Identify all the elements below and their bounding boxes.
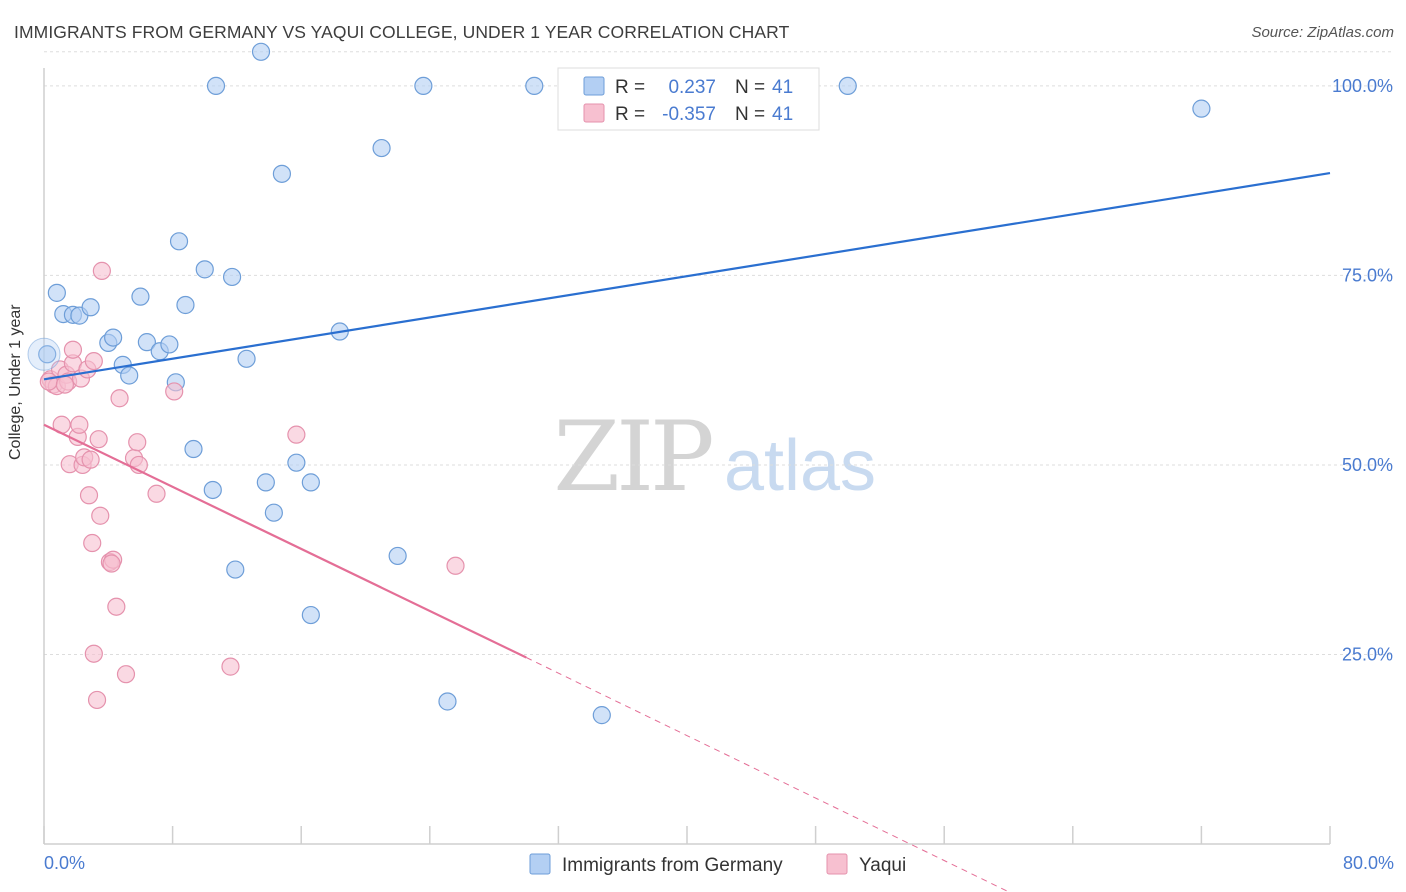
yaqui-point [287,425,306,444]
germany-point [525,76,544,96]
yaqui-point [55,375,74,394]
yaqui-point [92,261,111,280]
r-value: -0.357 [662,104,716,125]
yaqui-point [91,506,110,525]
chart-title: IMMIGRANTS FROM GERMANY VS YAQUI COLLEGE… [14,22,790,42]
germany-point [256,473,275,492]
germany-point [438,692,457,711]
germany-point [206,76,226,96]
yaqui-point [39,372,58,391]
yaqui-point [102,554,121,573]
germany-point [301,473,320,492]
legend-label: Yaqui [859,855,906,876]
yaqui-trendline [43,423,527,659]
germany-point [195,260,214,279]
legend-label: Immigrants from Germany [562,855,783,876]
y-tick-label: 75.0% [1342,265,1393,285]
y-tick-label: 25.0% [1342,644,1393,664]
germany-point [169,232,189,251]
watermark-zip: ZIP [553,401,712,513]
r-label: R = [615,77,645,98]
yaqui-point [84,351,103,371]
germany-point [838,76,857,96]
germany-point [184,439,203,459]
yaqui-point [87,690,107,710]
germany-point [160,335,179,354]
germany-point [264,503,283,522]
germany-point [237,349,256,368]
germany-point [272,164,292,183]
r-value: 0.237 [668,77,716,98]
yaqui-point [116,665,136,684]
y-tick-label: 100.0% [1332,76,1393,96]
yaqui-point [165,382,184,401]
yaqui-point [70,415,89,434]
yaqui-point [83,533,102,553]
stats-legend-swatch [583,76,605,96]
germany-point [592,706,611,725]
legend-swatch [529,853,551,875]
germany-trendline [43,171,1331,381]
germany-point [1192,99,1211,118]
germany-point-large [27,337,61,371]
r-label: R = [615,104,645,125]
x-tick-label: 0.0% [44,853,85,873]
germany-point [372,138,391,158]
germany-point [301,605,320,625]
yaqui-point [63,340,83,359]
yaqui-point [79,486,99,505]
germany-point [287,453,306,472]
germany-point [131,287,150,306]
germany-point [104,328,123,347]
yaqui-point [110,389,129,408]
stats-legend-swatch [583,103,605,123]
yaqui-point [107,597,126,616]
germany-point [203,480,222,500]
n-label: N = [735,77,765,98]
yaqui-point [446,556,465,575]
germany-point [38,345,57,364]
x-tick-label: 80.0% [1343,853,1394,873]
germany-point [222,267,242,287]
germany-point [388,546,407,566]
germany-point [47,283,66,302]
germany-point [137,333,156,352]
yaqui-point [128,433,147,452]
germany-point [81,298,100,317]
germany-point [251,42,271,61]
germany-point [414,76,433,96]
yaqui-point [84,644,103,663]
yaqui-point [221,657,240,676]
n-value: 41 [772,104,793,125]
yaqui-point [147,484,166,503]
watermark-atlas: atlas [724,426,876,506]
source-credit: Source: ZipAtlas.com [1251,24,1394,41]
n-value: 41 [772,77,793,98]
germany-point [120,366,139,385]
n-label: N = [735,104,765,125]
yaqui-trendline-extension [526,657,1009,892]
germany-point [176,295,195,315]
yaqui-point [89,430,108,449]
yaqui-point [81,450,100,469]
y-tick-label: 50.0% [1342,455,1393,475]
legend-swatch [826,853,848,875]
germany-point [226,560,245,579]
